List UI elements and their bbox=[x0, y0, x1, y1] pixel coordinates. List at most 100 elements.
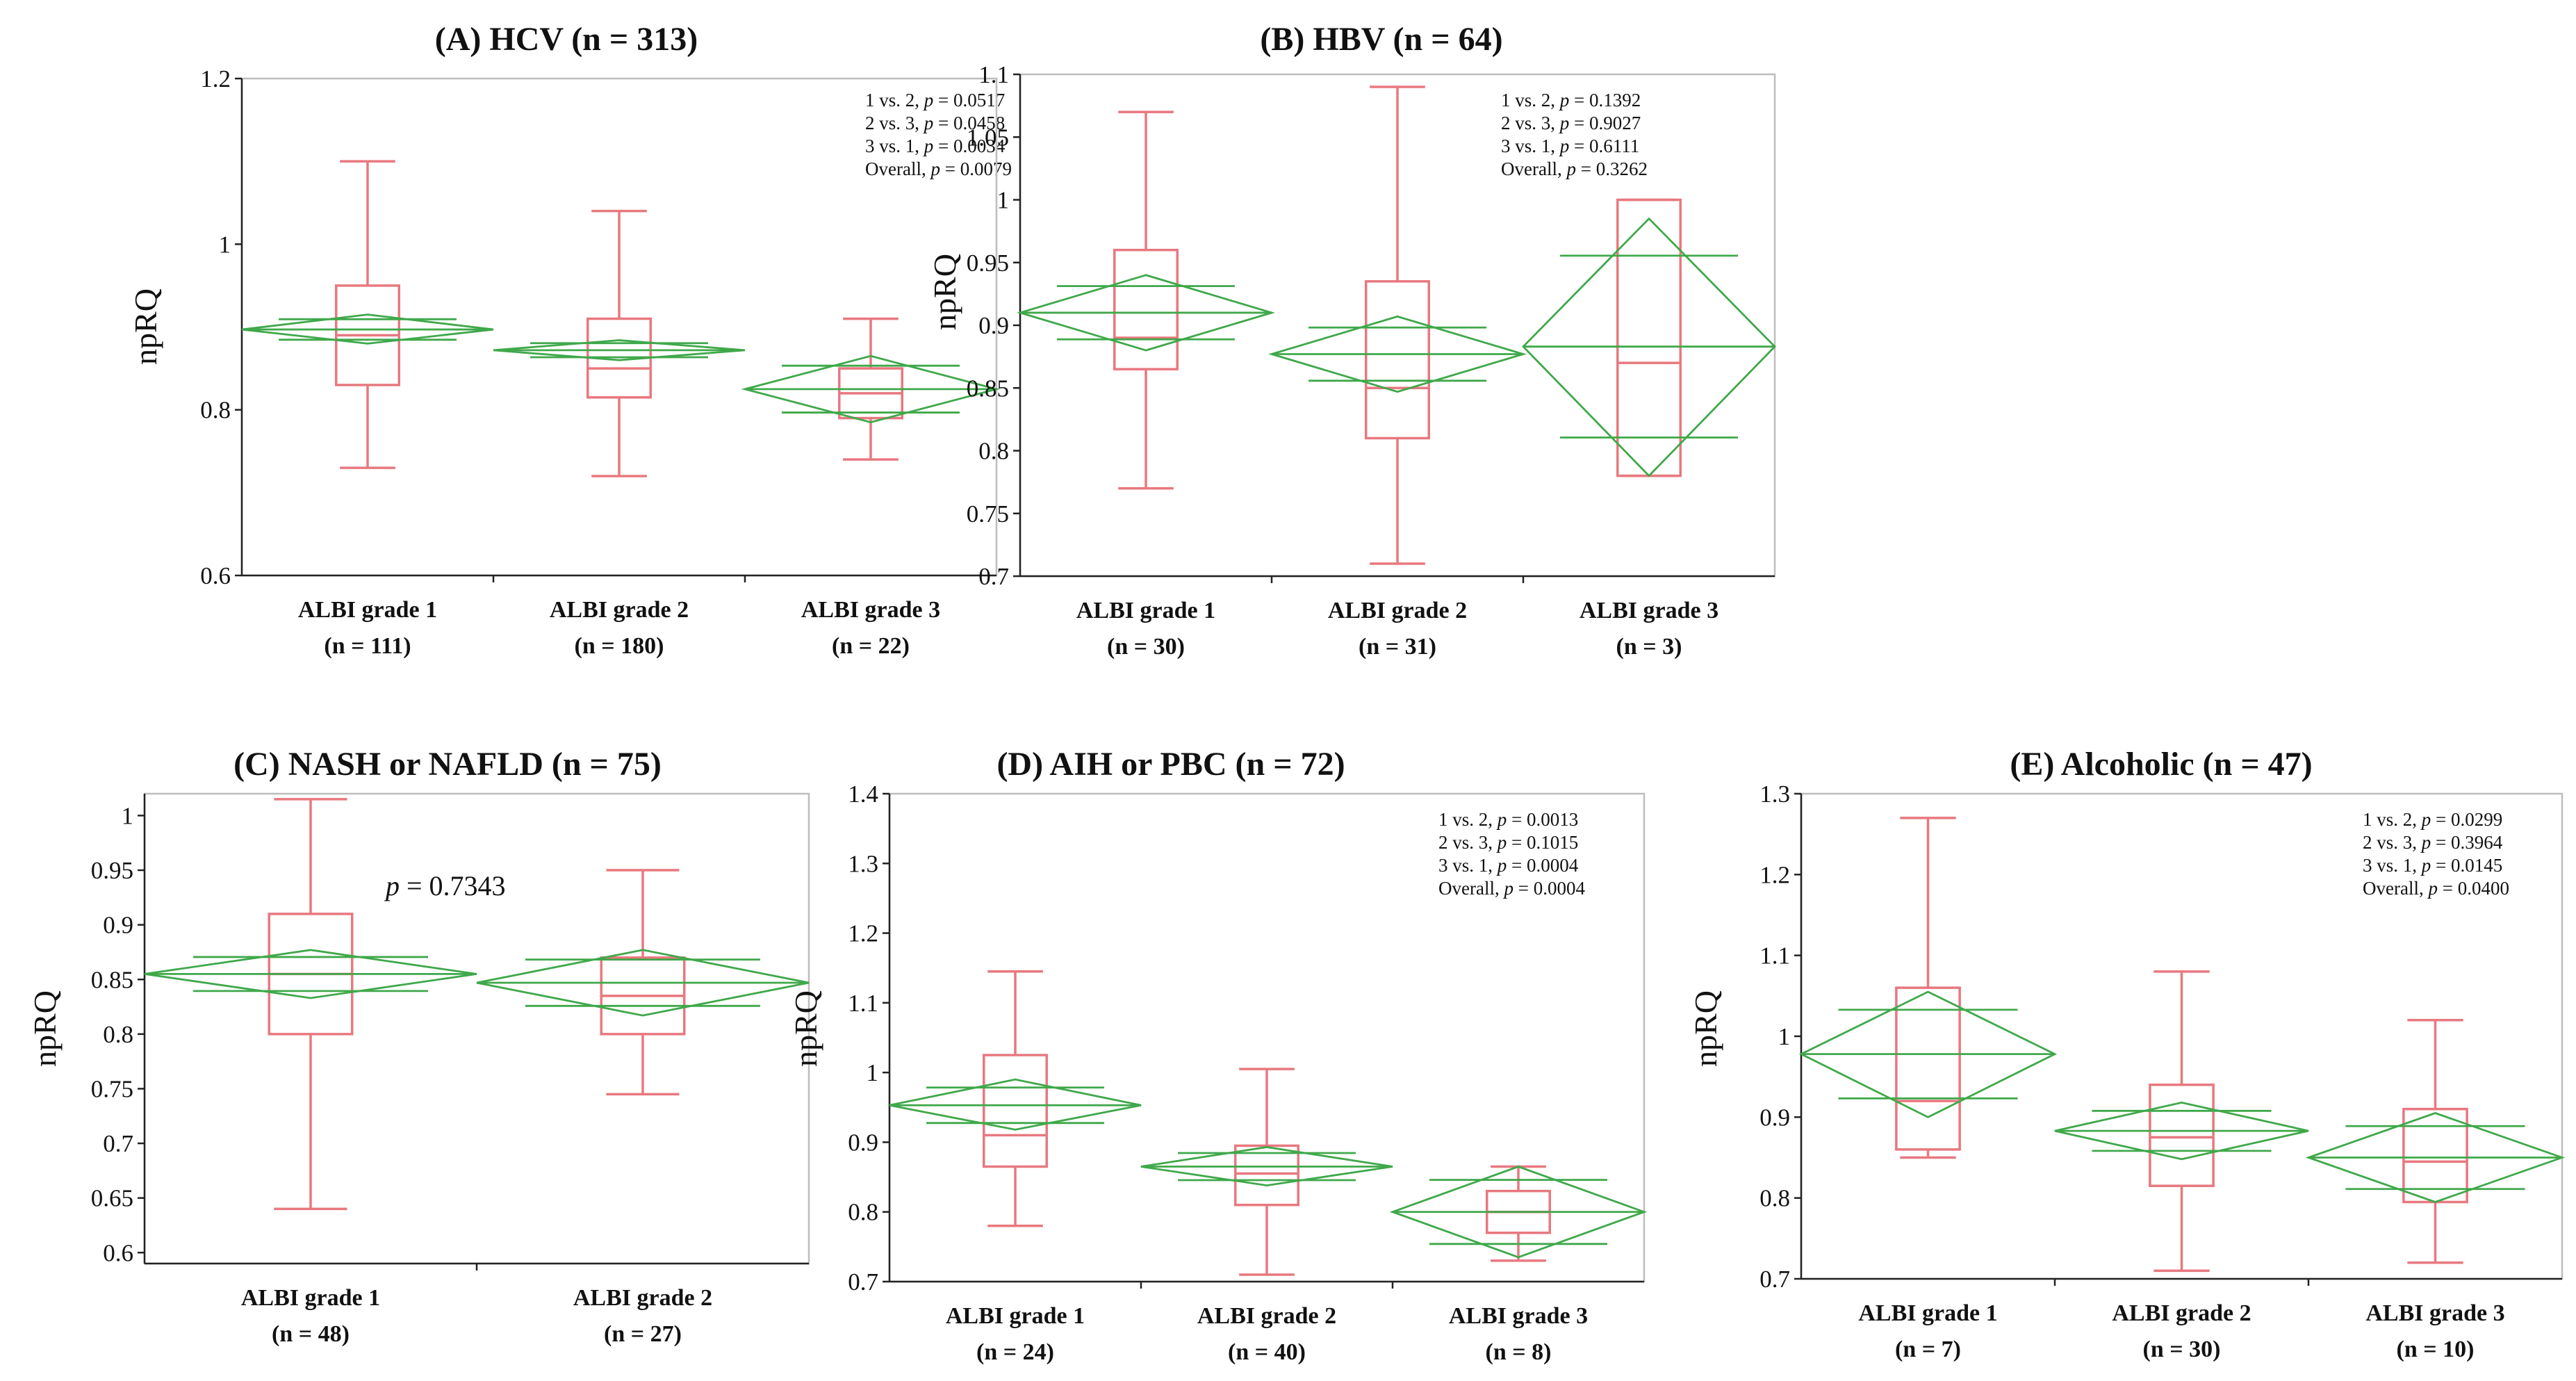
mean-diamond bbox=[1522, 217, 1776, 477]
mean-diamond bbox=[2054, 1101, 2309, 1161]
panel-a: (A) HCV (n = 313) npRQ 1 vs. 2, p = 0.05… bbox=[128, 21, 1012, 659]
x-category-label: ALBI grade 1 bbox=[1858, 1300, 1997, 1326]
iqr-box bbox=[1113, 248, 1179, 370]
y-tick-label: 1.1 bbox=[1759, 942, 1790, 970]
x-category-count: (n = 3) bbox=[1616, 634, 1682, 660]
plot-frame bbox=[143, 792, 810, 1265]
p-value-annotation: 3 vs. 1, p = 0.6111 bbox=[1501, 136, 1639, 156]
box-plot bbox=[1365, 85, 1430, 565]
x-category-count: (n = 180) bbox=[575, 633, 664, 659]
x-category-count: (n = 10) bbox=[2397, 1337, 2475, 1362]
mean-diamond bbox=[493, 339, 746, 361]
box-plot bbox=[983, 970, 1048, 1227]
mean-diamond bbox=[241, 313, 494, 345]
x-category-count: (n = 111) bbox=[324, 633, 411, 659]
p-value-annotation: 3 vs. 1, p = 0.0034 bbox=[865, 136, 1006, 156]
y-tick-label: 0.7 bbox=[978, 563, 1009, 590]
y-tick-label: 0.7 bbox=[103, 1130, 133, 1157]
p-value-annotation: Overall, p = 0.3262 bbox=[1501, 158, 1648, 179]
y-tick-label: 0.9 bbox=[103, 912, 133, 939]
y-tick-label: 0.85 bbox=[91, 966, 133, 993]
x-category-count: (n = 31) bbox=[1359, 634, 1436, 660]
annotations: p = 0.7343 bbox=[384, 870, 506, 901]
x-category-count: (n = 27) bbox=[604, 1321, 682, 1347]
mean-diamond bbox=[144, 949, 477, 999]
y-tick-label: 0.8 bbox=[978, 438, 1009, 465]
y-tick-label: 0.6 bbox=[103, 1239, 133, 1266]
mean-diamond bbox=[1140, 1146, 1393, 1187]
x-category-label: ALBI grade 1 bbox=[241, 1285, 380, 1311]
p-value-annotation: 3 vs. 1, p = 0.0004 bbox=[1438, 855, 1579, 876]
y-tick-label: 0.75 bbox=[91, 1075, 133, 1102]
x-category-label: ALBI grade 3 bbox=[1580, 598, 1718, 623]
y-tick-label: 0.85 bbox=[967, 375, 1009, 402]
box-plot bbox=[1234, 1068, 1299, 1276]
x-category-label: ALBI grade 2 bbox=[2112, 1300, 2251, 1326]
x-category-label: ALBI grade 1 bbox=[298, 597, 437, 623]
x-category-label: ALBI grade 1 bbox=[946, 1303, 1085, 1329]
p-value-annotation: Overall, p = 0.0004 bbox=[1438, 878, 1585, 899]
x-category-label: ALBI grade 3 bbox=[801, 597, 940, 623]
y-tick-label: 1.4 bbox=[848, 781, 878, 808]
mean-diamond bbox=[1389, 1166, 1648, 1259]
mean-diamond bbox=[1268, 315, 1527, 393]
box-plot bbox=[838, 317, 903, 461]
panel-b: (B) HBV (n = 64) npRQ 1 vs. 2, p = 0.139… bbox=[927, 21, 1776, 660]
y-tick-label: 1 bbox=[867, 1059, 879, 1086]
panel-e: (E) Alcoholic (n = 47) npRQ 1 vs. 2, p =… bbox=[1688, 746, 2566, 1362]
x-category-count: (n = 30) bbox=[1107, 634, 1185, 660]
box-plot bbox=[2402, 1018, 2468, 1264]
box-plot bbox=[2149, 970, 2215, 1273]
mean-diamond bbox=[476, 949, 810, 1017]
y-tick-label: 1.3 bbox=[848, 850, 878, 877]
y-tick-label: 1.1 bbox=[978, 61, 1009, 88]
p-value-annotation: 1 vs. 2, p = 0.1392 bbox=[1501, 90, 1641, 111]
x-category-label: ALBI grade 3 bbox=[1449, 1303, 1588, 1329]
y-tick-label: 0.95 bbox=[91, 857, 133, 884]
p-value-annotation: 1 vs. 2, p = 0.0299 bbox=[2363, 809, 2502, 830]
box-plot bbox=[268, 798, 354, 1211]
iqr-box bbox=[1365, 280, 1430, 440]
x-category-count: (n = 8) bbox=[1486, 1339, 1552, 1365]
box-plot bbox=[1113, 111, 1179, 490]
x-category-label: ALBI grade 2 bbox=[1328, 598, 1467, 623]
y-tick-label: 1 bbox=[219, 231, 231, 258]
x-category-count: (n = 7) bbox=[1895, 1337, 1961, 1362]
y-tick-label: 0.95 bbox=[967, 250, 1009, 277]
y-tick-label: 0.6 bbox=[200, 562, 231, 589]
y-tick-label: 0.8 bbox=[1759, 1185, 1790, 1212]
x-category-count: (n = 40) bbox=[1228, 1339, 1306, 1365]
x-category-label: ALBI grade 2 bbox=[1197, 1303, 1336, 1329]
y-axis-label: npRQ bbox=[927, 254, 962, 330]
p-value-annotation: 2 vs. 3, p = 0.3964 bbox=[2363, 832, 2503, 853]
p-value-annotation: Overall, p = 0.0079 bbox=[865, 158, 1012, 179]
y-tick-label: 0.75 bbox=[967, 500, 1009, 528]
y-tick-label: 1.05 bbox=[967, 124, 1009, 151]
box-plot bbox=[1895, 817, 1961, 1159]
y-axis-label: npRQ bbox=[1688, 990, 1723, 1067]
y-tick-label: 0.9 bbox=[1759, 1104, 1790, 1131]
y-tick-label: 1.2 bbox=[848, 920, 878, 947]
y-tick-label: 1.1 bbox=[848, 990, 878, 1017]
y-tick-label: 0.8 bbox=[848, 1199, 878, 1226]
y-tick-label: 1 bbox=[997, 187, 1010, 214]
y-axis-label: npRQ bbox=[788, 990, 823, 1067]
panel-title: (E) Alcoholic (n = 47) bbox=[2010, 746, 2312, 783]
panel-title: (D) AIH or PBC (n = 72) bbox=[996, 746, 1345, 783]
y-tick-label: 0.7 bbox=[848, 1268, 878, 1296]
y-tick-label: 0.9 bbox=[978, 312, 1009, 339]
y-tick-label: 0.8 bbox=[103, 1021, 133, 1048]
mean-diamond bbox=[2305, 1112, 2566, 1203]
y-axis-label: npRQ bbox=[27, 990, 63, 1067]
p-value-annotation: p = 0.7343 bbox=[384, 870, 506, 901]
panel-title: (A) HCV (n = 313) bbox=[435, 21, 698, 58]
x-category-count: (n = 48) bbox=[272, 1321, 350, 1347]
y-axis-label: npRQ bbox=[128, 288, 163, 365]
x-category-label: ALBI grade 3 bbox=[2365, 1300, 2504, 1326]
y-tick-label: 0.8 bbox=[200, 397, 231, 424]
panel-c: (C) NASH or NAFLD (n = 75) npRQ p = 0.73… bbox=[27, 746, 810, 1347]
